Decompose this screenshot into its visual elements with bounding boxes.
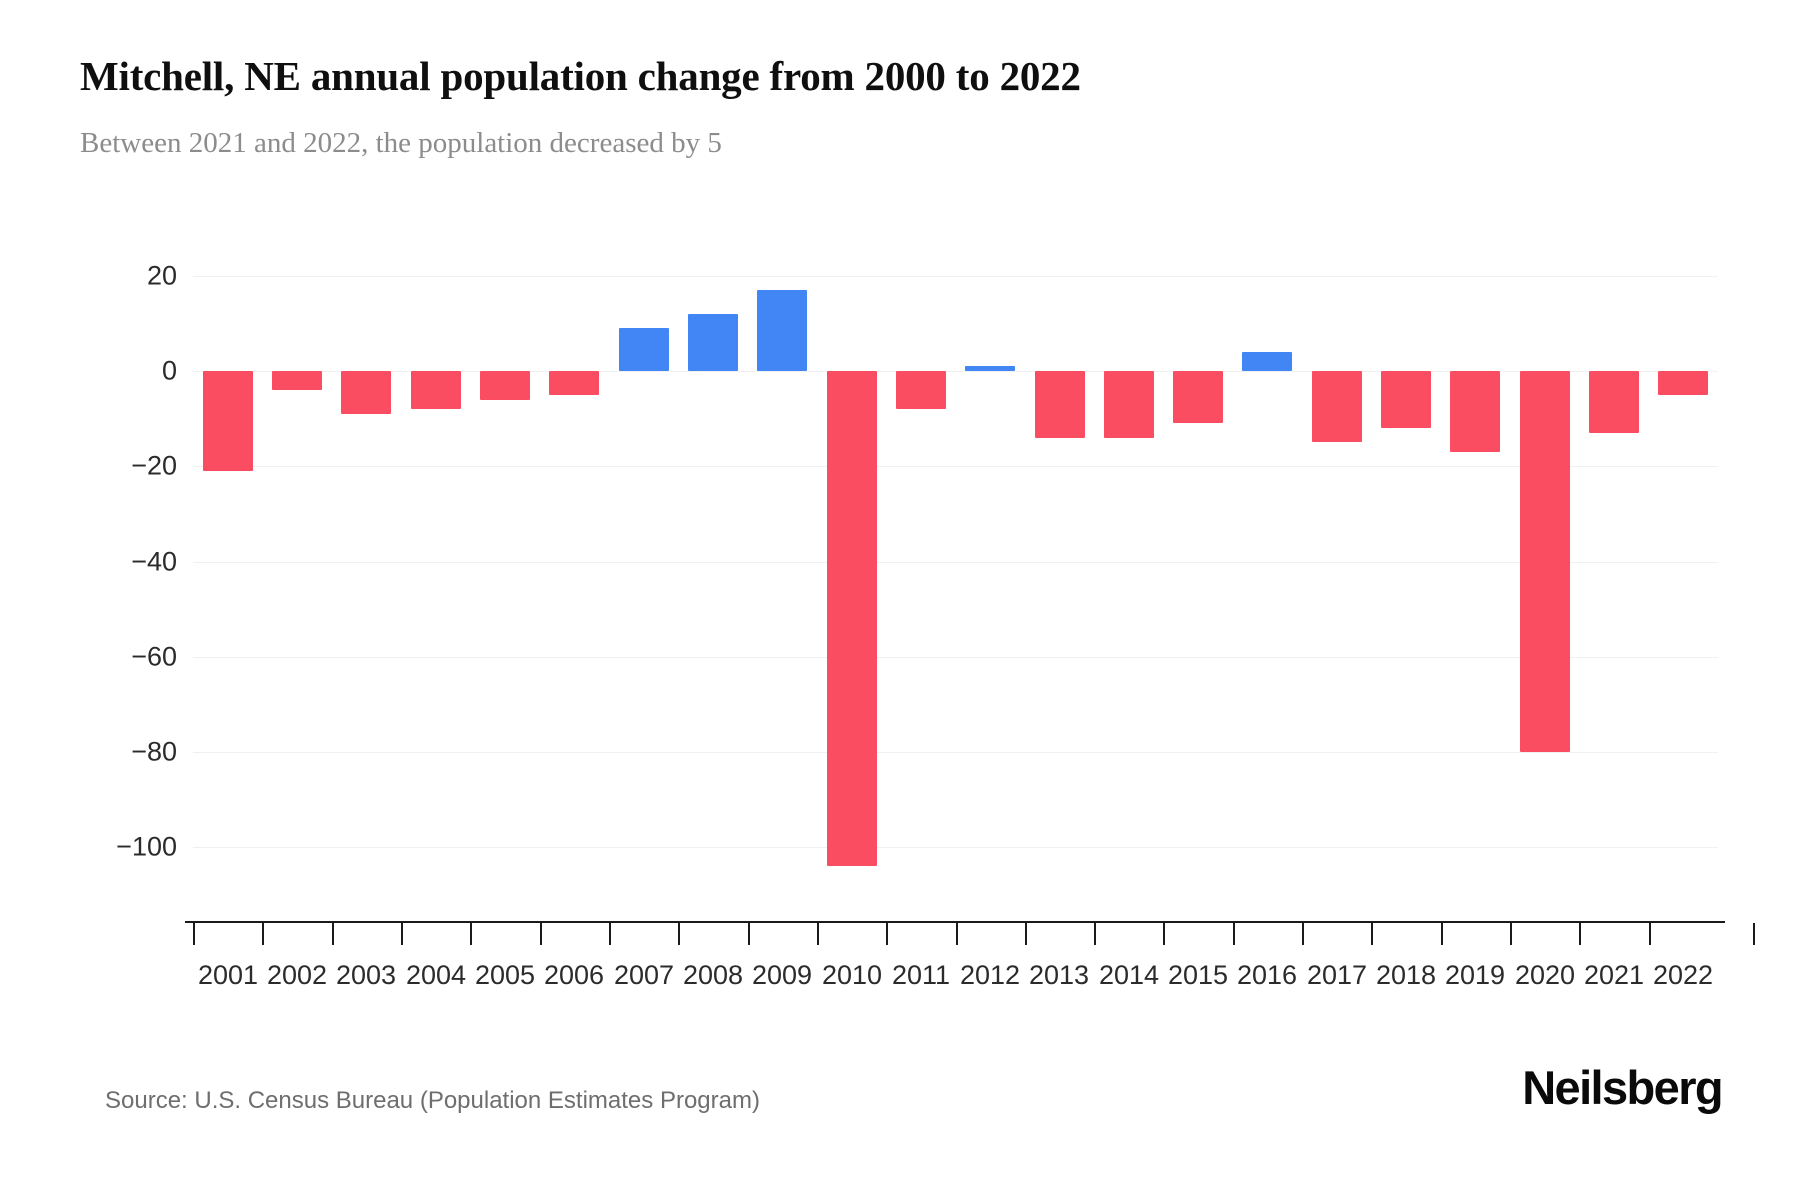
bar-2021[interactable] — [1589, 371, 1639, 433]
x-axis-tick — [1753, 923, 1755, 945]
x-axis-tick — [1163, 923, 1165, 945]
y-axis-tick-label: −20 — [131, 450, 177, 481]
gridline — [193, 466, 1718, 467]
x-axis-tick-label-2003: 2003 — [335, 960, 397, 990]
bar-2006[interactable] — [549, 371, 599, 395]
y-axis-tick-label: −100 — [116, 831, 177, 862]
y-axis-tick-label: 20 — [146, 260, 177, 291]
bar-2017[interactable] — [1312, 371, 1362, 442]
y-axis-tick-label: −40 — [131, 546, 177, 577]
bar-2012[interactable] — [965, 366, 1015, 371]
x-axis-tick-label-2004: 2004 — [405, 960, 467, 990]
x-axis-tick — [1649, 923, 1651, 945]
bar-2002[interactable] — [272, 371, 322, 390]
x-axis-tick — [1579, 923, 1581, 945]
x-axis-tick-label-2011: 2011 — [891, 960, 951, 990]
x-axis-tick-label-2019: 2019 — [1444, 960, 1506, 990]
bar-2005[interactable] — [480, 371, 530, 400]
x-axis-tick-label-2008: 2008 — [682, 960, 744, 990]
x-axis-tick — [540, 923, 542, 945]
x-axis-tick — [1302, 923, 1304, 945]
gridline — [193, 847, 1718, 848]
bar-2007[interactable] — [619, 328, 669, 371]
x-axis-tick — [332, 923, 334, 945]
x-axis-tick-label-2018: 2018 — [1375, 960, 1437, 990]
bar-2008[interactable] — [688, 314, 738, 371]
chart-subtitle: Between 2021 and 2022, the population de… — [80, 127, 722, 159]
bar-2004[interactable] — [411, 371, 461, 409]
x-axis-tick — [401, 923, 403, 945]
y-axis-tick-label: −80 — [131, 736, 177, 767]
bar-2020[interactable] — [1520, 371, 1570, 752]
x-axis-tick — [1441, 923, 1443, 945]
bar-2019[interactable] — [1450, 371, 1500, 452]
x-axis-tick — [470, 923, 472, 945]
x-axis-tick-label-2017: 2017 — [1306, 960, 1368, 990]
source-note: Source: U.S. Census Bureau (Population E… — [105, 1087, 760, 1114]
x-axis-tick — [678, 923, 680, 945]
bar-2018[interactable] — [1381, 371, 1431, 428]
x-axis-tick — [748, 923, 750, 945]
brand-logo: Neilsberg — [1522, 1061, 1723, 1114]
x-axis-tick — [609, 923, 611, 945]
x-axis-tick — [262, 923, 264, 945]
gridline — [193, 752, 1718, 753]
x-axis-tick — [193, 923, 195, 945]
x-axis-tick-label-2001: 2001 — [197, 960, 259, 990]
bar-2022[interactable] — [1658, 371, 1708, 395]
bar-2016[interactable] — [1242, 352, 1292, 371]
x-axis-tick-label-2013: 2013 — [1028, 960, 1090, 990]
bar-2015[interactable] — [1173, 371, 1223, 423]
x-axis-tick-label-2021: 2021 — [1583, 960, 1645, 990]
page-title: Mitchell, NE annual population change fr… — [80, 53, 1081, 99]
x-axis-tick-label-2002: 2002 — [266, 960, 328, 990]
bar-2010[interactable] — [827, 371, 877, 866]
x-axis-tick-label-2022: 2022 — [1652, 960, 1714, 990]
y-axis-tick-label: −60 — [131, 641, 177, 672]
x-axis-tick — [1094, 923, 1096, 945]
x-axis-tick-label-2007: 2007 — [613, 960, 675, 990]
bar-2003[interactable] — [341, 371, 391, 414]
x-axis-tick — [956, 923, 958, 945]
x-axis-tick-label-2005: 2005 — [474, 960, 536, 990]
x-axis-tick — [886, 923, 888, 945]
bar-2014[interactable] — [1104, 371, 1154, 438]
gridline — [193, 276, 1718, 277]
x-axis-tick — [817, 923, 819, 945]
x-axis-tick-label-2014: 2014 — [1098, 960, 1160, 990]
x-axis-tick — [1025, 923, 1027, 945]
x-axis-tick — [1371, 923, 1373, 945]
x-axis-tick-label-2006: 2006 — [543, 960, 605, 990]
x-axis-tick-label-2015: 2015 — [1167, 960, 1229, 990]
x-axis-tick — [1510, 923, 1512, 945]
x-axis-line — [185, 921, 1725, 923]
gridline — [193, 657, 1718, 658]
x-axis-tick — [1233, 923, 1235, 945]
gridline — [193, 562, 1718, 563]
bar-2009[interactable] — [757, 290, 807, 371]
gridline — [193, 371, 1718, 372]
bar-2001[interactable] — [203, 371, 253, 471]
x-axis-tick-label-2010: 2010 — [821, 960, 883, 990]
x-axis-tick-label-2009: 2009 — [751, 960, 813, 990]
x-axis-tick-label-2016: 2016 — [1236, 960, 1298, 990]
x-axis-tick-label-2012: 2012 — [959, 960, 1021, 990]
bar-2011[interactable] — [896, 371, 946, 409]
x-axis-tick-label-2020: 2020 — [1514, 960, 1576, 990]
bar-2013[interactable] — [1035, 371, 1085, 438]
y-axis-tick-label: 0 — [161, 355, 177, 386]
